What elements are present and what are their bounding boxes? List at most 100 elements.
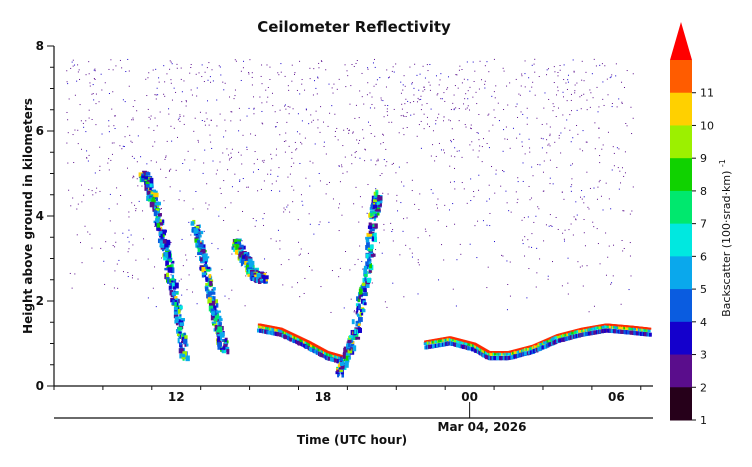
noise-speckle: [521, 73, 523, 75]
plot-axes: [53, 46, 653, 419]
noise-speckle: [375, 249, 377, 251]
backscatter-cell: [207, 281, 211, 287]
backscatter-cell: [342, 353, 346, 359]
noise-speckle: [396, 194, 398, 196]
noise-speckle: [352, 132, 354, 134]
noise-speckle: [183, 80, 185, 82]
noise-speckle: [561, 285, 563, 287]
noise-speckle: [413, 101, 415, 103]
backscatter-cell: [171, 291, 176, 296]
noise-speckle: [150, 160, 152, 162]
noise-speckle: [546, 69, 548, 71]
backscatter-cell: [623, 326, 627, 330]
noise-speckle: [367, 67, 369, 69]
noise-speckle: [564, 127, 566, 129]
backscatter-cell: [297, 341, 301, 346]
noise-speckle: [459, 65, 461, 67]
noise-speckle: [224, 295, 226, 297]
noise-speckle: [521, 141, 523, 143]
noise-speckle: [175, 91, 177, 93]
backscatter-cell: [145, 172, 151, 176]
noise-speckle: [585, 141, 587, 143]
backscatter-cell: [533, 345, 537, 349]
backscatter-cell: [625, 326, 629, 330]
noise-speckle: [170, 242, 172, 244]
noise-speckle: [124, 101, 126, 103]
backscatter-cell: [155, 197, 158, 201]
noise-speckle: [416, 101, 418, 103]
noise-speckle: [387, 105, 389, 107]
noise-speckle: [556, 166, 558, 168]
noise-speckle: [404, 85, 406, 87]
colorbar-tick-label: 1: [700, 414, 707, 427]
noise-speckle: [515, 78, 517, 80]
noise-speckle: [101, 133, 103, 135]
noise-speckle: [629, 213, 631, 215]
noise-speckle: [591, 73, 593, 75]
noise-speckle: [249, 59, 251, 61]
noise-speckle: [479, 145, 481, 147]
noise-speckle: [320, 106, 322, 108]
noise-speckle: [452, 102, 454, 104]
backscatter-cell: [246, 270, 251, 275]
backscatter-cell: [451, 338, 455, 342]
noise-speckle: [299, 162, 301, 164]
noise-speckle: [436, 204, 438, 206]
noise-speckle: [349, 103, 351, 105]
noise-speckle: [388, 76, 390, 78]
backscatter-cell: [240, 249, 244, 253]
backscatter-cell: [155, 218, 160, 222]
noise-speckle: [453, 181, 455, 183]
backscatter-cell: [184, 335, 188, 340]
backscatter-cell: [162, 239, 167, 246]
noise-speckle: [543, 107, 545, 109]
noise-speckle: [171, 63, 173, 65]
noise-speckle: [246, 115, 248, 117]
noise-speckle: [547, 68, 549, 70]
noise-speckle: [465, 93, 467, 95]
backscatter-cell: [220, 332, 225, 338]
noise-speckle: [94, 70, 96, 72]
noise-speckle: [111, 142, 113, 144]
noise-speckle: [135, 259, 137, 261]
backscatter-cell: [214, 325, 218, 331]
backscatter-cell: [334, 358, 338, 363]
backscatter-cell: [254, 274, 259, 278]
noise-speckle: [361, 206, 363, 208]
noise-speckle: [222, 152, 224, 154]
backscatter-cell: [612, 325, 616, 329]
noise-speckle: [459, 243, 461, 245]
backscatter-cell: [556, 335, 560, 339]
noise-speckle: [475, 91, 477, 93]
backscatter-cell: [626, 330, 630, 335]
backscatter-cell: [174, 301, 177, 308]
noise-speckle: [558, 137, 560, 139]
noise-speckle: [173, 127, 175, 129]
noise-speckle: [67, 132, 69, 134]
noise-speckle: [623, 175, 625, 177]
backscatter-cell: [205, 268, 211, 272]
noise-speckle: [288, 145, 290, 147]
noise-speckle: [570, 99, 572, 101]
backscatter-cell: [201, 252, 205, 257]
noise-speckle: [579, 196, 581, 198]
noise-speckle: [581, 190, 583, 192]
noise-speckle: [418, 124, 420, 126]
backscatter-cell: [168, 285, 172, 291]
noise-speckle: [291, 64, 293, 66]
noise-speckle: [384, 104, 386, 106]
noise-speckle: [397, 210, 399, 212]
noise-speckle: [493, 91, 495, 93]
noise-speckle: [297, 113, 299, 115]
noise-speckle: [199, 111, 201, 113]
backscatter-cell: [376, 201, 380, 205]
backscatter-cell: [181, 340, 184, 344]
noise-speckle: [99, 146, 101, 148]
noise-speckle: [478, 88, 480, 90]
noise-speckle: [454, 188, 456, 190]
noise-speckle: [469, 243, 471, 245]
noise-speckle: [417, 237, 419, 239]
backscatter-cell: [365, 237, 370, 243]
noise-speckle: [587, 206, 589, 208]
backscatter-cell: [355, 321, 359, 324]
